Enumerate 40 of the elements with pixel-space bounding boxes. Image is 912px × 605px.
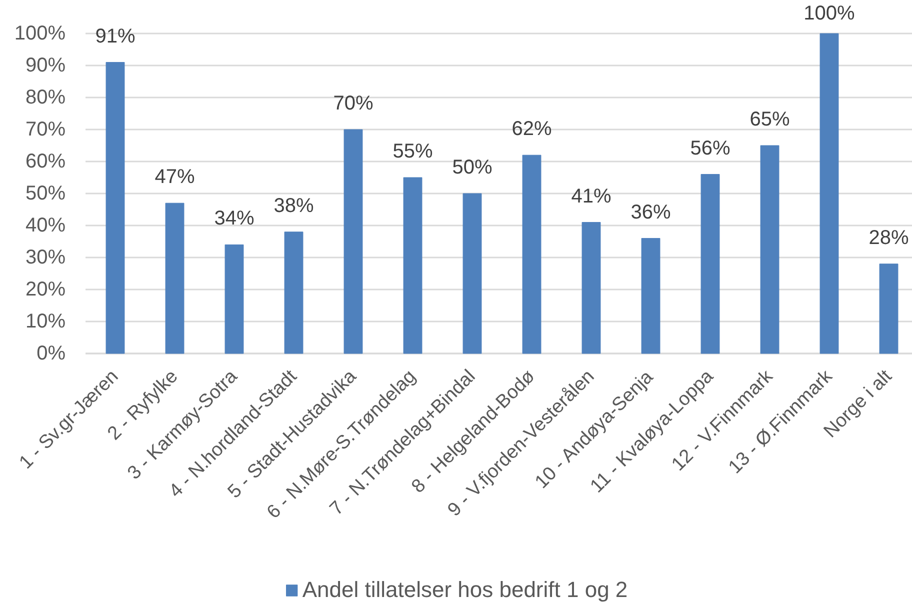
bar bbox=[641, 238, 660, 354]
y-tick-label: 90% bbox=[25, 54, 66, 76]
y-tick-label: 80% bbox=[25, 86, 66, 108]
bar bbox=[522, 154, 542, 354]
legend-label: Andel tillatelser hos bedrift 1 og 2 bbox=[302, 577, 628, 603]
data-label: 36% bbox=[630, 201, 671, 224]
bar bbox=[344, 129, 363, 354]
data-label: 56% bbox=[690, 137, 730, 160]
bar bbox=[106, 62, 125, 354]
data-label: 47% bbox=[154, 166, 195, 188]
bar bbox=[284, 232, 304, 354]
y-tick-label: 60% bbox=[25, 150, 66, 172]
bar bbox=[403, 177, 422, 354]
bar bbox=[165, 202, 184, 354]
bar bbox=[879, 264, 898, 354]
data-label: 70% bbox=[333, 92, 374, 114]
y-tick-label: 20% bbox=[25, 278, 66, 300]
data-label: 100% bbox=[804, 2, 856, 24]
bar bbox=[700, 174, 720, 354]
data-label: 50% bbox=[452, 156, 492, 178]
data-label: 62% bbox=[512, 118, 552, 140]
data-label: 91% bbox=[95, 25, 136, 48]
bar bbox=[820, 33, 839, 354]
y-tick-label: 0% bbox=[36, 342, 66, 364]
data-label: 41% bbox=[571, 185, 612, 208]
data-label: 38% bbox=[274, 194, 314, 217]
y-tick-label: 50% bbox=[25, 182, 66, 204]
y-tick-label: 10% bbox=[25, 310, 66, 332]
bar bbox=[224, 244, 244, 354]
y-tick-label: 100% bbox=[14, 22, 66, 44]
bar bbox=[582, 222, 601, 354]
bar bbox=[760, 145, 780, 354]
y-tick-label: 30% bbox=[25, 246, 66, 268]
bar bbox=[462, 193, 482, 354]
data-label: 28% bbox=[868, 226, 909, 249]
y-tick-label: 70% bbox=[25, 118, 66, 140]
data-label: 55% bbox=[392, 140, 433, 162]
data-label: 34% bbox=[214, 208, 254, 230]
y-tick-label: 40% bbox=[25, 214, 66, 236]
data-label: 65% bbox=[750, 108, 790, 130]
